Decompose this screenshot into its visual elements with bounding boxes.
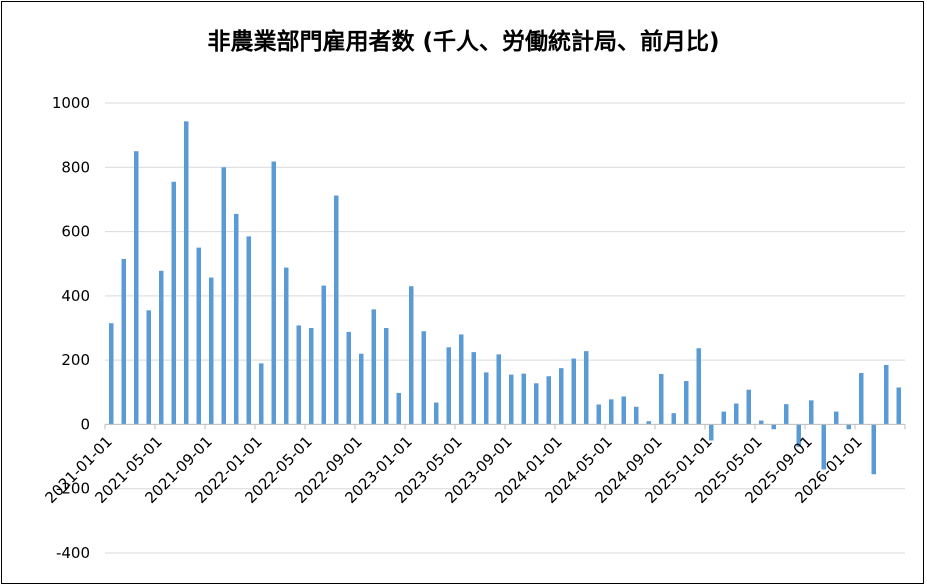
bar xyxy=(846,424,851,430)
y-tick-label: 0 xyxy=(80,415,90,433)
bar xyxy=(509,374,514,425)
bar xyxy=(234,213,239,425)
bar xyxy=(896,387,901,425)
bar xyxy=(771,424,776,430)
bar-series xyxy=(109,121,901,475)
y-tick-labels: -400 -200 0 200 400 600 800 1000 xyxy=(52,94,90,562)
bar xyxy=(671,413,676,425)
bar xyxy=(409,286,414,425)
bar xyxy=(471,352,476,425)
bar xyxy=(521,373,526,425)
bar xyxy=(209,277,214,425)
bar xyxy=(359,353,364,425)
bar xyxy=(646,421,651,425)
bar xyxy=(171,181,176,425)
bar xyxy=(384,328,389,425)
x-axis xyxy=(104,423,906,430)
bar xyxy=(884,364,889,425)
bar xyxy=(259,363,264,425)
bar xyxy=(546,376,551,425)
bar xyxy=(659,373,664,425)
y-tick-label: 400 xyxy=(61,287,90,305)
bar xyxy=(246,236,251,425)
y-tick-label: 1000 xyxy=(52,94,90,112)
y-tick-label: 200 xyxy=(61,351,90,369)
bar xyxy=(484,372,489,425)
chart-title: 非農業部門雇用者数 (千人、労働統計局、前月比) xyxy=(207,29,720,55)
bar xyxy=(371,309,376,425)
bar xyxy=(746,389,751,425)
y-tick-label: 800 xyxy=(61,158,90,176)
bar xyxy=(334,195,339,425)
bar xyxy=(184,121,189,425)
bar xyxy=(796,424,801,447)
bar xyxy=(309,328,314,425)
bar xyxy=(121,258,126,425)
bar xyxy=(721,411,726,425)
bar xyxy=(271,161,276,425)
bar xyxy=(871,424,876,475)
bar xyxy=(496,354,501,425)
bar xyxy=(621,396,626,425)
y-tick-label: 600 xyxy=(61,223,90,241)
bar xyxy=(434,402,439,425)
bar xyxy=(859,373,864,425)
bar xyxy=(809,400,814,425)
bar xyxy=(396,392,401,425)
bar xyxy=(446,347,451,425)
bar xyxy=(684,381,689,425)
bar xyxy=(559,368,564,425)
bar xyxy=(596,404,601,425)
bar xyxy=(696,348,701,425)
bar xyxy=(834,411,839,425)
bar xyxy=(159,270,164,425)
bar xyxy=(346,331,351,425)
bar xyxy=(534,383,539,425)
x-tick-labels: 2021-01-012021-05-012021-09-012022-01-01… xyxy=(41,433,865,507)
bar xyxy=(784,404,789,425)
bar xyxy=(584,351,589,425)
bar xyxy=(321,285,326,425)
bar xyxy=(109,323,114,425)
bar xyxy=(759,420,764,425)
bar xyxy=(709,424,714,441)
bar xyxy=(221,167,226,425)
bar xyxy=(146,310,151,425)
bar xyxy=(609,399,614,425)
y-tick-label: -400 xyxy=(56,544,90,562)
bar xyxy=(196,247,201,425)
bar xyxy=(134,151,139,425)
bar xyxy=(421,331,426,425)
bar xyxy=(459,334,464,425)
bar xyxy=(734,403,739,425)
bar xyxy=(571,358,576,425)
bar xyxy=(296,325,301,425)
y-tick-label: -200 xyxy=(56,480,90,498)
bar xyxy=(634,406,639,425)
bar xyxy=(284,267,289,425)
bar xyxy=(821,424,826,470)
